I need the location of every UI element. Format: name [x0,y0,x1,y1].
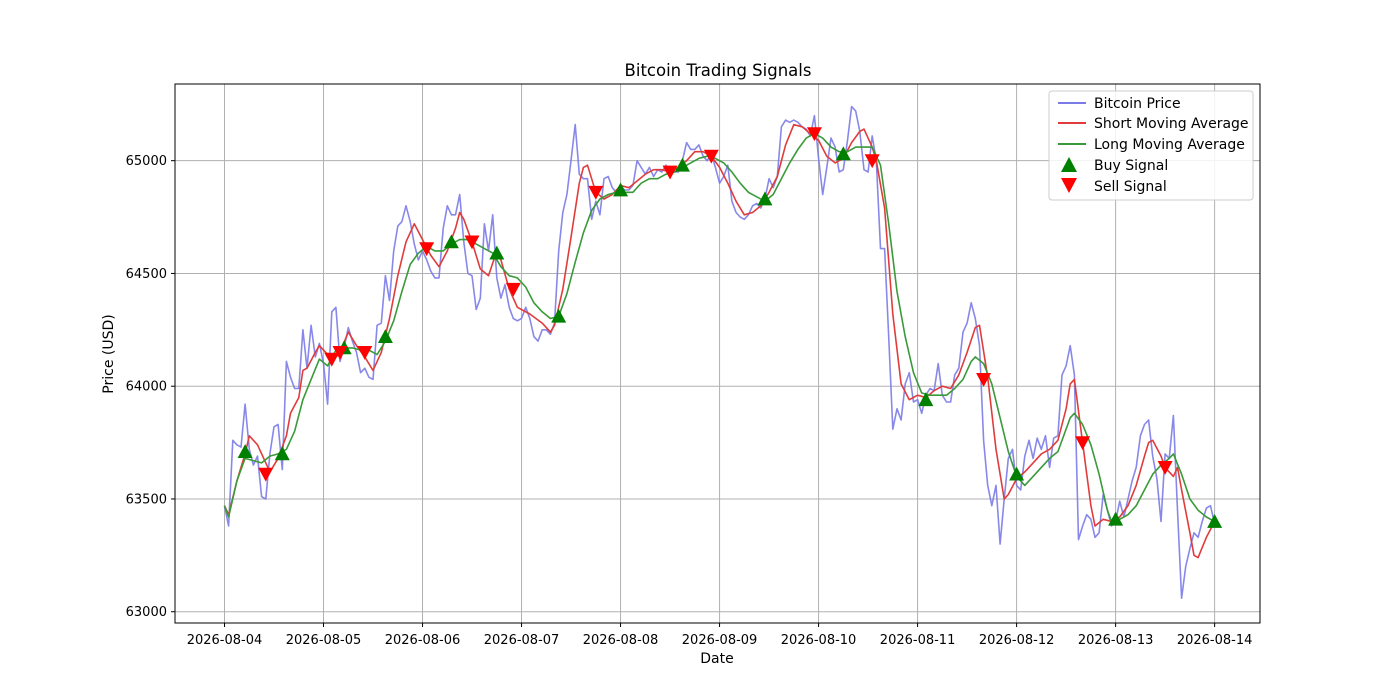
buy-signal-marker [1207,514,1223,528]
sell-signal-marker [1075,436,1091,451]
buy-signal-marker [613,182,629,197]
sell-signal-marker [864,154,880,169]
x-tick-label: 2026-08-11 [880,633,956,648]
legend-label-buy: Buy Signal [1094,158,1168,174]
sell-signal-marker [703,149,719,164]
buy-signal-marker [274,446,290,461]
sell-signal-marker [258,467,274,482]
plot-area-frame [174,83,1261,624]
buy-signal-marker [551,308,567,323]
buy-signal-marker [443,234,459,249]
sell-signal-marker [588,185,604,200]
buy-signal-marker [918,392,934,407]
buy-signal-marker [489,245,505,260]
x-axis-ticks: 2026-08-04 2026-08-05 2026-08-06 2026-08-07… [187,623,1253,648]
legend-label-price: Bitcoin Price [1094,96,1181,112]
sell-signal-marker [505,282,521,297]
buy-signal-marker [1108,511,1124,526]
grid-lines [175,84,1260,623]
long-moving-average-line [223,132,1215,523]
sell-signal-marker [1157,461,1173,475]
chart-title: Bitcoin Trading Signals [625,61,812,80]
sell-signal-marker [662,165,678,180]
buy-signal-marker [1009,466,1025,481]
x-tick-label: 2026-08-05 [286,633,362,648]
y-tick-label: 64000 [126,380,167,395]
legend-swatch-sell [1061,178,1077,193]
legend-label-long-ma: Long Moving Average [1094,137,1245,153]
legend-label-short-ma: Short Moving Average [1094,116,1249,132]
buy-signal-marker [835,146,851,161]
x-tick-label: 2026-08-13 [1078,633,1154,648]
bitcoin-price-line [223,105,1216,600]
x-tick-label: 2026-08-12 [979,633,1055,648]
legend-swatch-buy [1061,157,1077,172]
legend: Bitcoin Price Short Moving Average Long … [1048,90,1254,201]
y-axis-ticks: 63000 63500 64000 64500 65000 [126,154,175,620]
y-axis-label: Price (USD) [101,314,117,393]
x-tick-label: 2026-08-07 [484,633,560,648]
series-lines [223,105,1216,600]
sell-signal-marker [324,352,340,367]
buy-signal-marker [377,329,393,343]
sell-signal-marker [464,235,480,250]
y-tick-label: 65000 [126,154,167,169]
sell-signal-marker [332,345,348,360]
signal-markers [237,127,1223,528]
x-tick-label: 2026-08-08 [583,633,659,648]
short-moving-average-line [223,123,1216,559]
buy-signal-marker [237,444,253,458]
sell-signal-marker [419,242,435,257]
buy-signal-marker [757,191,773,206]
sell-signal-marker [806,127,822,142]
x-tick-label: 2026-08-09 [682,633,758,648]
y-tick-label: 63000 [126,605,167,620]
x-tick-label: 2026-08-14 [1177,633,1253,648]
buy-signal-marker [674,157,690,172]
x-tick-label: 2026-08-06 [385,633,461,648]
legend-label-sell: Sell Signal [1094,179,1167,195]
y-tick-label: 64500 [126,267,167,282]
y-tick-label: 63500 [126,492,167,507]
legend-box [1048,90,1254,201]
x-tick-label: 2026-08-10 [781,633,857,648]
x-axis-label: Date [700,651,733,667]
sell-signal-marker [976,373,992,387]
x-tick-label: 2026-08-04 [187,633,263,648]
sell-signal-marker [357,345,373,360]
